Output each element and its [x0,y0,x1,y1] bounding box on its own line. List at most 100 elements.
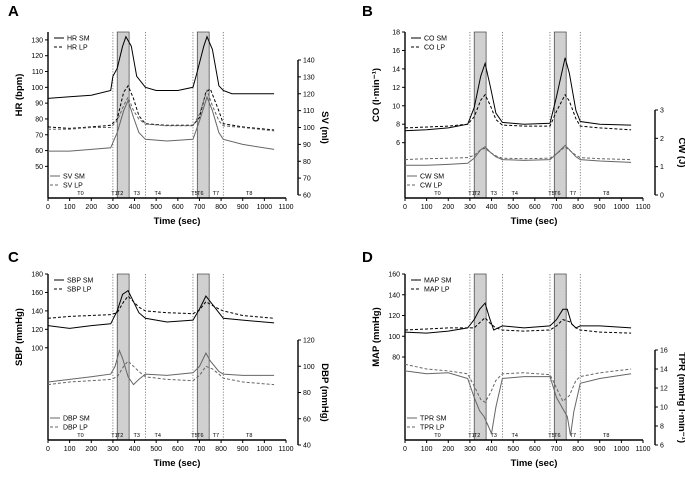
x-tick-label: 0 [403,446,407,453]
legend-label: CO SM [424,36,447,43]
legend-label: HR LP [67,45,88,52]
segment-label: T3 [133,191,139,197]
series-line-sbp-sm [47,289,275,329]
series-line-hr-sm [47,35,275,99]
left-tick-label: 100 [31,345,43,352]
segment-label: T4 [511,191,517,197]
segment-label: T4 [154,433,160,439]
x-tick-label: 100 [421,204,433,211]
x-axis-title: Time (sec) [511,216,558,227]
x-tick-label: 1000 [614,204,630,211]
segment-label: T8 [246,433,252,439]
x-tick-label: 600 [172,204,184,211]
right-tick-label: 130 [303,74,315,81]
panel-c: C 100 120 140 160 180 SBP (mmHg) 0 100 200 300 400 5… [8,249,330,469]
right-tick-label: 12 [660,386,668,393]
x-tick-label: 900 [594,204,606,211]
x-tick-label: 300 [464,446,476,453]
x-tick-label: 300 [107,446,119,453]
segment-label: T7 [570,433,576,439]
panel-letter: D [362,249,373,266]
segment-label: T3 [490,191,496,197]
left-axis-title: SBP (mmHg) [14,308,25,366]
segment-label: T5 [548,433,554,439]
series-line-cw-lp [404,146,632,161]
right-tick-label: 80 [303,390,311,397]
right-tick-label: 6 [660,443,664,450]
segment-label: T3 [133,433,139,439]
right-tick-label: 70 [303,176,311,183]
shaded-interval [473,31,487,199]
segment-label: T2 [117,433,123,439]
segment-label: T5 [548,191,554,197]
left-axis-title: HR (bpm) [14,74,25,117]
x-tick-label: 200 [85,446,97,453]
series-line-co-lp [404,93,632,131]
x-tick-label: 200 [442,446,454,453]
left-tick-label: 70 [35,132,43,139]
segment-label: T0 [77,191,83,197]
right-tick-label: 60 [303,416,311,423]
series-line-cw-sm [405,144,632,166]
shaded-interval [196,273,210,441]
x-tick-label: 1100 [635,204,650,211]
left-tick-label: 14 [392,66,400,73]
x-tick-label: 600 [529,204,541,211]
panel-letter: B [362,3,373,20]
x-tick-label: 1000 [614,446,630,453]
shaded-interval [553,31,567,199]
left-tick-label: 6 [396,140,400,147]
left-tick-label: 90 [35,101,43,108]
series-line-sv-lp [48,88,275,132]
panel-a: A 50 60 70 80 90 100 110 120 130 HR (bpm) 0 100 200 30… [8,3,330,227]
right-axis-title: TPR (mmHg l·min⁻¹) [676,352,685,443]
left-tick-label: 100 [388,334,400,341]
right-axis-title: DBP (mmHg) [319,363,330,421]
left-tick-label: 100 [31,85,43,92]
x-tick-label: 400 [486,204,498,211]
x-axis-title: Time (sec) [154,458,201,469]
x-tick-label: 200 [442,204,454,211]
segment-label: T1 [468,433,474,439]
segment-label: T4 [154,191,160,197]
legend-label: HR SM [67,36,90,43]
x-tick-label: 700 [551,446,563,453]
right-tick-label: 8 [660,424,664,431]
x-tick-label: 800 [572,446,584,453]
shaded-interval [116,31,130,199]
segment-label: T3 [490,433,496,439]
panel-d: D 80 100 120 140 160 MAP (mmHg) 0 100 200 300 400 50… [362,249,685,469]
x-tick-label: 900 [237,446,249,453]
series-line-sbp-lp [47,295,275,319]
segment-label: T4 [511,433,517,439]
x-tick-label: 400 [129,446,141,453]
left-tick-label: 50 [35,164,43,171]
x-tick-label: 500 [150,204,162,211]
segment-label: T2 [474,191,480,197]
left-tick-label: 10 [392,103,400,110]
x-tick-label: 0 [46,204,50,211]
segment-label: T7 [570,191,576,197]
x-tick-label: 500 [507,204,519,211]
segment-label: T1 [111,191,117,197]
segment-label: T8 [246,191,252,197]
x-tick-label: 400 [486,446,498,453]
legend-label: MAP SM [424,278,452,285]
shaded-interval [116,273,130,441]
x-tick-label: 500 [507,446,519,453]
left-tick-label: 120 [31,53,43,60]
x-tick-label: 100 [64,204,76,211]
x-tick-label: 1100 [278,204,293,211]
segment-label: T7 [213,191,219,197]
legend-label: TPR LP [420,425,445,432]
left-tick-label: 140 [388,292,400,299]
right-axis-title: CW (J) [676,137,685,167]
right-tick-label: 3 [660,108,664,115]
x-tick-label: 900 [594,446,606,453]
x-tick-label: 1100 [278,446,293,453]
legend-label: MAP LP [424,287,450,294]
right-tick-label: 60 [303,193,311,200]
segment-label: T8 [603,433,609,439]
segment-label: T2 [474,433,480,439]
